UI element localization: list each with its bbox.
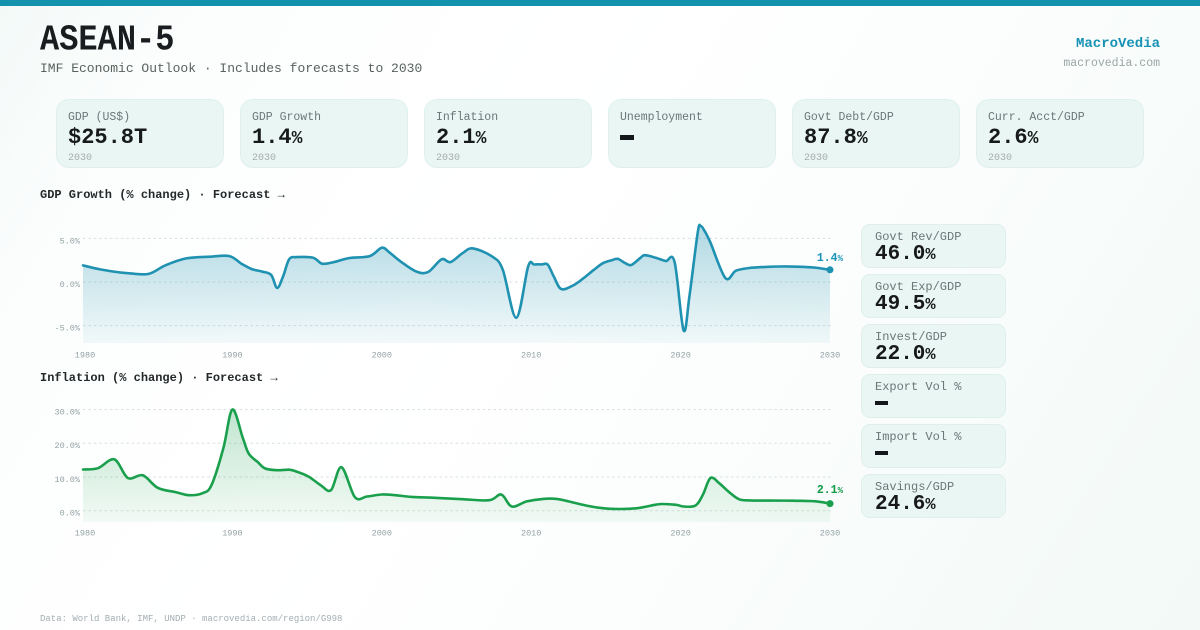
svg-text:2010: 2010 bbox=[521, 351, 541, 361]
svg-text:2030: 2030 bbox=[820, 529, 840, 539]
svg-text:1990: 1990 bbox=[222, 529, 242, 539]
svg-text:20.0%: 20.0% bbox=[54, 441, 80, 451]
svg-text:2000: 2000 bbox=[372, 351, 392, 361]
svg-text:-5.0%: -5.0% bbox=[54, 324, 80, 334]
svg-text:2020: 2020 bbox=[670, 529, 690, 539]
svg-text:2030: 2030 bbox=[820, 351, 840, 361]
svg-text:1.4%: 1.4% bbox=[817, 252, 844, 265]
svg-text:2020: 2020 bbox=[670, 351, 690, 361]
svg-text:0.0%: 0.0% bbox=[60, 509, 81, 519]
svg-text:0.0%: 0.0% bbox=[60, 280, 81, 290]
svg-text:1990: 1990 bbox=[222, 351, 242, 361]
svg-text:2010: 2010 bbox=[521, 529, 541, 539]
svg-text:1980: 1980 bbox=[75, 351, 95, 361]
svg-text:10.0%: 10.0% bbox=[54, 475, 80, 485]
svg-text:2.1%: 2.1% bbox=[817, 484, 844, 497]
svg-text:2000: 2000 bbox=[372, 529, 392, 539]
svg-text:1980: 1980 bbox=[75, 529, 95, 539]
svg-text:30.0%: 30.0% bbox=[54, 407, 80, 417]
svg-text:5.0%: 5.0% bbox=[60, 236, 81, 246]
